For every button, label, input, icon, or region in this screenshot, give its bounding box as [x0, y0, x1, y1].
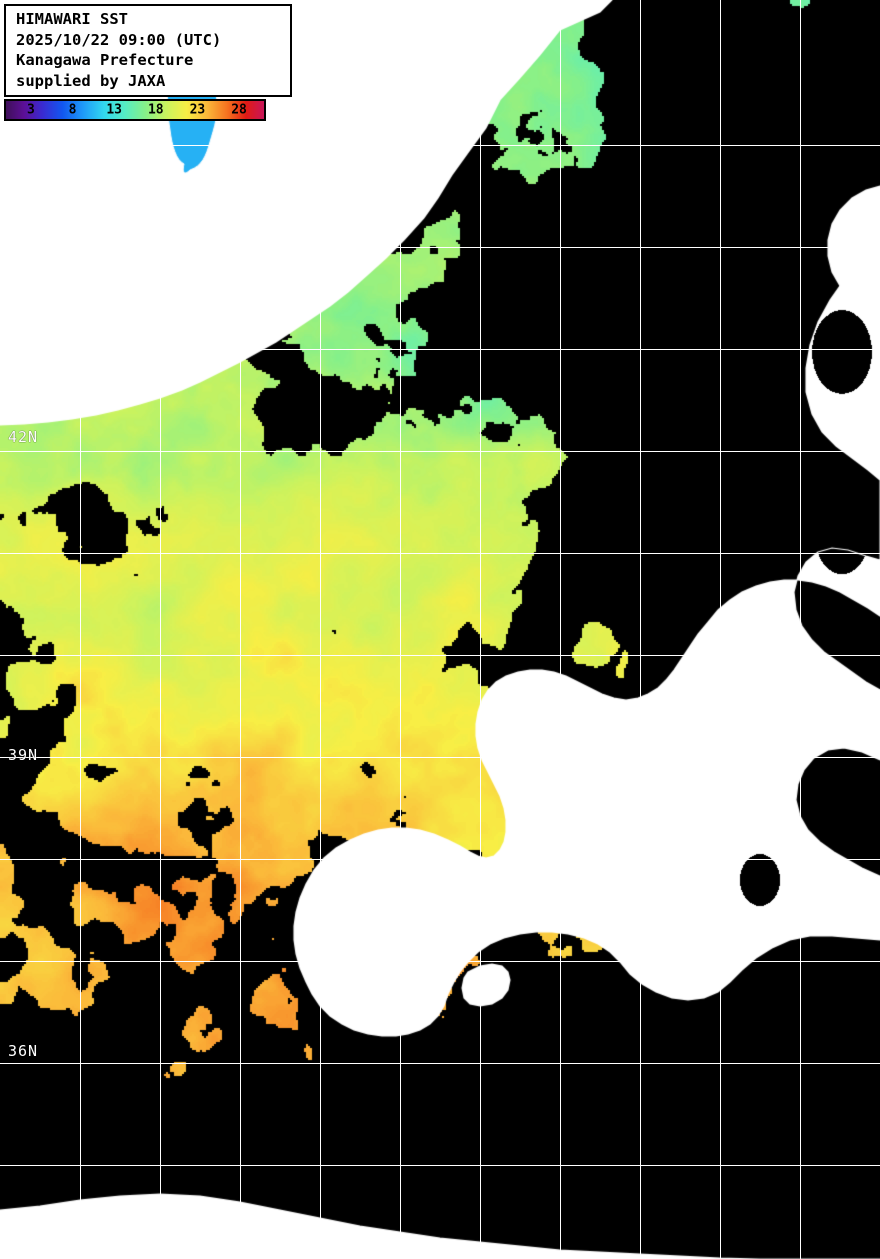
colorbar-gradient	[6, 101, 264, 119]
title-line-datetime: 2025/10/22 09:00 (UTC)	[16, 30, 222, 49]
title-info-box: HIMAWARI SST 2025/10/22 09:00 (UTC) Kana…	[4, 4, 292, 97]
temperature-colorbar: 3 8 13 18 23 28	[4, 99, 266, 121]
title-line-source: supplied by JAXA	[16, 71, 166, 90]
title-line-region: Kanagawa Prefecture	[16, 51, 194, 69]
title-line-product: HIMAWARI SST	[16, 10, 128, 28]
